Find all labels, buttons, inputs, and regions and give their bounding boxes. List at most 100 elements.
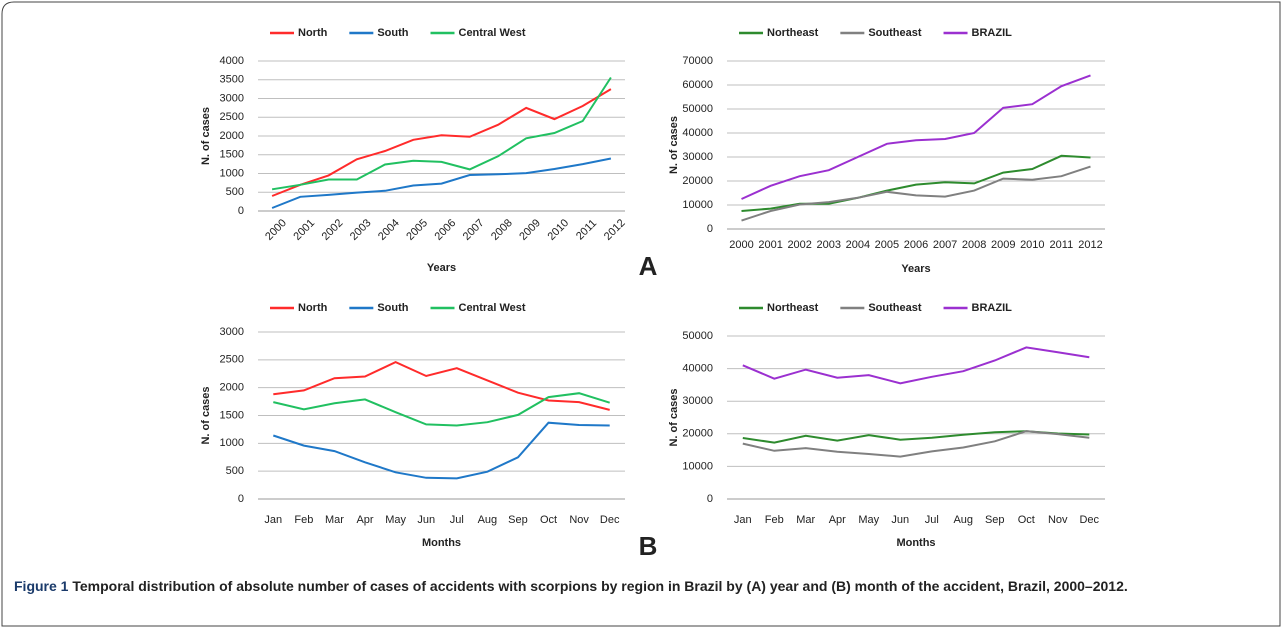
x-tick-label: Jul: [925, 514, 939, 526]
series-line: [271, 157, 612, 209]
series-line: [272, 421, 610, 480]
y-tick-label: 4000: [220, 55, 244, 67]
x-tick-label: Dec: [600, 514, 620, 526]
legend-label: South: [377, 302, 408, 314]
y-tick-label: 40000: [682, 363, 713, 375]
x-tick-label: Aug: [478, 514, 498, 526]
legend-label: Northeast: [767, 27, 819, 39]
x-tick-label: Feb: [294, 514, 313, 526]
y-axis-title: N. of cases: [668, 388, 680, 446]
y-tick-label: 2500: [220, 354, 244, 366]
legend-label: Central West: [459, 27, 526, 39]
series-line: [741, 154, 1091, 212]
x-tick-label: 2001: [291, 217, 317, 243]
x-tick-label: 2001: [758, 239, 782, 251]
series-line: [271, 88, 612, 197]
y-tick-label: 30000: [682, 395, 713, 407]
y-tick-label: 10000: [682, 460, 713, 472]
x-tick-label: Jun: [417, 514, 435, 526]
x-tick-label: 2010: [1020, 239, 1044, 251]
y-tick-label: 1500: [220, 409, 244, 421]
y-tick-label: 3500: [220, 74, 244, 86]
legend-label: BRAZIL: [972, 27, 1013, 39]
y-tick-label: 500: [226, 186, 244, 198]
x-tick-label: 2004: [376, 217, 402, 243]
x-tick-label: 2000: [729, 239, 753, 251]
panel-label: B: [639, 531, 658, 561]
x-tick-label: Jun: [891, 514, 909, 526]
y-tick-label: 40000: [682, 127, 713, 139]
x-tick-label: 2008: [962, 239, 986, 251]
y-axis-title: N. of cases: [668, 116, 680, 174]
y-tick-label: 3000: [220, 92, 244, 104]
y-tick-label: 2000: [220, 382, 244, 394]
y-axis-title: N. of cases: [200, 107, 212, 165]
y-tick-label: 1000: [220, 167, 244, 179]
y-tick-label: 2000: [220, 130, 244, 142]
x-tick-label: 2003: [817, 239, 841, 251]
series-line: [271, 76, 612, 191]
series-line: [273, 360, 610, 411]
legend-label: BRAZIL: [972, 302, 1013, 314]
x-tick-label: 2003: [348, 217, 374, 243]
x-tick-label: Jan: [734, 514, 752, 526]
y-tick-label: 20000: [682, 175, 713, 187]
x-tick-label: Sep: [508, 514, 528, 526]
series-line: [273, 392, 610, 427]
y-tick-label: 20000: [682, 428, 713, 440]
x-tick-label: 2012: [602, 217, 628, 243]
legend-label: North: [298, 27, 328, 39]
series-line: [742, 430, 1090, 458]
x-tick-label: 2009: [517, 217, 543, 243]
y-tick-label: 0: [707, 223, 713, 235]
x-tick-label: 2008: [489, 217, 515, 243]
legend-label: Southeast: [868, 302, 922, 314]
x-tick-label: Nov: [1048, 514, 1068, 526]
y-tick-label: 0: [707, 493, 713, 505]
x-axis-title: Months: [422, 537, 461, 549]
x-tick-label: 2009: [991, 239, 1015, 251]
x-tick-label: 2007: [461, 217, 487, 243]
y-tick-label: 500: [226, 465, 244, 477]
x-tick-label: Sep: [985, 514, 1005, 526]
x-tick-label: Oct: [1018, 514, 1035, 526]
x-tick-label: Apr: [829, 514, 846, 526]
x-tick-label: Apr: [356, 514, 373, 526]
x-axis-title: Months: [896, 537, 935, 549]
x-tick-label: 2002: [320, 217, 346, 243]
x-tick-label: 2004: [846, 239, 870, 251]
y-axis-title: N. of cases: [200, 386, 212, 444]
x-axis-title: Years: [901, 263, 930, 275]
legend-label: South: [377, 27, 408, 39]
y-tick-label: 1000: [220, 437, 244, 449]
x-tick-label: 2005: [875, 239, 899, 251]
x-tick-label: 2011: [1050, 239, 1074, 251]
x-tick-label: 2010: [545, 217, 571, 243]
y-tick-label: 3000: [220, 326, 244, 338]
y-tick-label: 30000: [682, 151, 713, 163]
x-tick-label: Oct: [540, 514, 557, 526]
x-axis-title: Years: [427, 262, 456, 274]
caption: Figure 1 Temporal distribution of absolu…: [14, 578, 1128, 594]
x-tick-label: 2002: [787, 239, 811, 251]
caption-text: Temporal distribution of absolute number…: [72, 578, 1127, 594]
x-tick-label: Jan: [264, 514, 282, 526]
x-tick-label: 2006: [433, 217, 459, 243]
y-tick-label: 0: [238, 205, 244, 217]
x-tick-label: May: [858, 514, 879, 526]
x-tick-label: 2006: [904, 239, 928, 251]
x-tick-label: May: [385, 514, 406, 526]
panel-label: A: [639, 251, 658, 281]
x-tick-label: Nov: [569, 514, 589, 526]
y-tick-label: 50000: [682, 103, 713, 115]
caption-label: Figure 1: [14, 578, 69, 594]
legend-label: Northeast: [767, 302, 819, 314]
y-tick-label: 70000: [682, 55, 713, 67]
y-tick-label: 2500: [220, 111, 244, 123]
x-tick-label: 2007: [933, 239, 957, 251]
x-tick-label: Mar: [325, 514, 344, 526]
x-tick-label: 2005: [404, 217, 430, 243]
